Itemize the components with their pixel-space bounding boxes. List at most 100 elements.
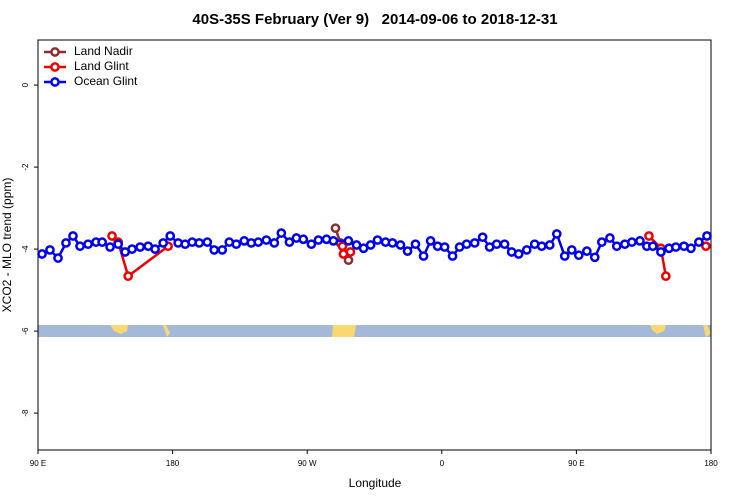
- data-point: [83, 239, 93, 250]
- data-point: [45, 245, 55, 255]
- y-tick-label: -6: [21, 327, 30, 335]
- data-point: [644, 231, 654, 241]
- data-point: [387, 238, 398, 248]
- data-point: [194, 238, 205, 248]
- data-point: [209, 245, 220, 255]
- data-point: [123, 271, 134, 282]
- data-point: [328, 236, 339, 246]
- legend-label: Ocean Glint: [74, 74, 138, 88]
- x-tick-label: 180: [704, 459, 718, 468]
- data-point: [647, 241, 658, 252]
- x-axis-label: Longitude: [349, 476, 402, 490]
- data-point: [37, 249, 47, 259]
- data-point: [410, 239, 421, 250]
- data-point: [306, 239, 317, 250]
- y-tick-label: -4: [21, 245, 30, 253]
- data-point: [439, 242, 450, 252]
- legend-marker: [50, 47, 60, 57]
- y-axis-label: XCO2 - MLO trend (ppm): [0, 178, 14, 313]
- data-point: [150, 244, 160, 254]
- data-point: [694, 237, 704, 247]
- data-point: [135, 242, 145, 252]
- data-point: [269, 238, 280, 248]
- data-point: [477, 232, 488, 243]
- data-point: [544, 240, 555, 250]
- data-point: [61, 238, 71, 248]
- y-tick-label: -2: [21, 163, 30, 171]
- data-point: [345, 247, 356, 257]
- legend-label: Land Nadir: [74, 44, 133, 58]
- data-point: [425, 236, 436, 246]
- land-shape: [332, 325, 356, 337]
- data-point: [559, 251, 570, 261]
- data-point: [343, 236, 354, 246]
- data-point: [461, 239, 472, 250]
- data-point: [158, 238, 169, 248]
- land-shape: [650, 325, 666, 334]
- data-point: [447, 251, 458, 261]
- data-point: [611, 241, 622, 252]
- data-point: [491, 239, 502, 250]
- data-point: [261, 235, 272, 245]
- data-point: [253, 237, 264, 247]
- data-point: [276, 228, 287, 238]
- x-tick-label: 90 E: [30, 459, 46, 468]
- data-point: [75, 241, 85, 252]
- data-point: [701, 241, 711, 252]
- data-point: [582, 246, 592, 256]
- data-point: [113, 239, 124, 250]
- data-point: [627, 237, 637, 247]
- data-point: [589, 252, 600, 263]
- data-point: [702, 231, 712, 241]
- data-point: [671, 242, 681, 252]
- legend-label: Land Glint: [74, 59, 129, 73]
- data-point: [469, 238, 480, 248]
- data-point: [105, 242, 115, 252]
- data-point: [343, 255, 354, 266]
- chart-title: 40S-35S February (Ver 9) 2014-09-06 to 2…: [192, 11, 557, 28]
- plot-frame: [37, 39, 712, 451]
- data-point: [686, 243, 696, 254]
- data-point: [551, 229, 562, 239]
- land-shape: [163, 325, 170, 337]
- data-point: [521, 245, 532, 255]
- data-point: [284, 237, 295, 247]
- data-point: [217, 245, 228, 255]
- x-tick-label: 0: [440, 459, 445, 468]
- data-point: [660, 271, 671, 282]
- data-point: [566, 245, 577, 255]
- map-strip: [38, 325, 711, 337]
- data-point: [313, 235, 324, 245]
- data-point: [635, 236, 645, 246]
- x-tick-label: 90 E: [568, 459, 584, 468]
- legend-marker: [50, 62, 60, 72]
- legend-marker: [50, 77, 60, 87]
- data-point: [372, 235, 383, 245]
- data-point: [499, 239, 510, 250]
- data-point: [573, 250, 584, 261]
- land-shape: [110, 325, 128, 334]
- data-point: [402, 246, 413, 256]
- data-point: [298, 234, 309, 245]
- data-point: [656, 247, 666, 257]
- land-shape: [703, 325, 711, 337]
- data-point: [127, 244, 137, 254]
- data-point: [605, 233, 615, 243]
- x-tick-label: 180: [166, 459, 180, 468]
- data-point: [53, 253, 63, 263]
- data-point: [68, 231, 78, 241]
- ocean-band: [38, 325, 711, 337]
- data-point: [395, 240, 406, 250]
- y-tick-label: 0: [21, 82, 30, 87]
- data-point: [596, 237, 607, 247]
- y-tick-label: -8: [21, 409, 30, 417]
- data-point: [231, 239, 242, 250]
- data-point: [107, 231, 117, 241]
- data-point: [97, 237, 108, 247]
- data-point: [202, 237, 213, 247]
- data-point: [418, 251, 429, 261]
- data-point: [330, 223, 341, 234]
- data-point: [165, 231, 176, 241]
- data-point: [513, 249, 524, 259]
